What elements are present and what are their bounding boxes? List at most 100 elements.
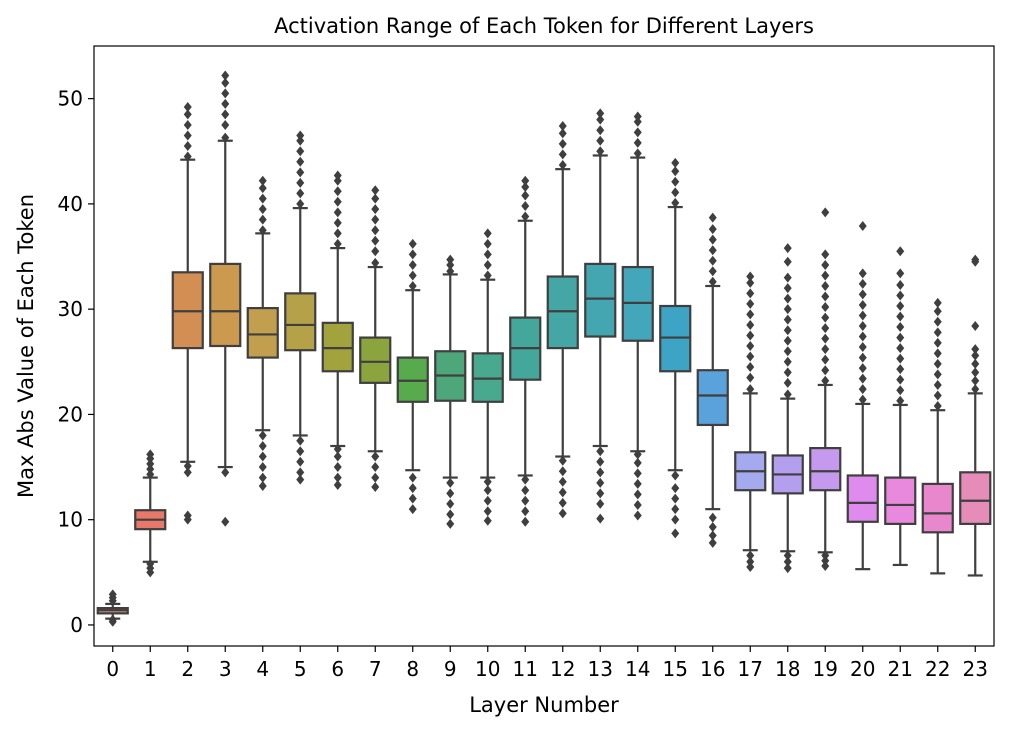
outlier-high: [858, 310, 867, 321]
y-tick-label: 0: [70, 613, 83, 637]
outlier-high: [783, 367, 792, 378]
outlier-high: [296, 146, 305, 157]
outlier-high: [746, 372, 755, 383]
outlier-low: [408, 483, 417, 494]
x-tick-label: 3: [219, 657, 232, 681]
outlier-high: [296, 198, 305, 209]
outlier-low: [258, 430, 267, 441]
outlier-low: [408, 472, 417, 483]
outlier-high: [108, 589, 117, 600]
outlier-high: [708, 266, 717, 277]
outlier-high: [258, 225, 267, 236]
outlier-high: [746, 309, 755, 320]
outlier-high: [296, 135, 305, 146]
outlier-high: [521, 175, 530, 186]
outlier-high: [633, 137, 642, 148]
outlier-high: [221, 77, 230, 88]
outlier-high: [633, 127, 642, 138]
outlier-high: [183, 119, 192, 130]
outlier-high: [633, 148, 642, 159]
outlier-high: [896, 374, 905, 385]
outlier-high: [821, 207, 830, 218]
outlier-high: [483, 228, 492, 239]
outlier-high: [371, 257, 380, 268]
x-tick-label: 1: [144, 657, 157, 681]
outlier-low: [446, 509, 455, 520]
outlier-low: [333, 472, 342, 483]
outlier-high: [221, 132, 230, 143]
outlier-low: [296, 467, 305, 478]
outlier-low: [221, 516, 230, 527]
outlier-high: [708, 245, 717, 256]
outlier-high: [933, 306, 942, 317]
outlier-low: [746, 556, 755, 567]
outlier-high: [858, 394, 867, 405]
outlier-high: [933, 369, 942, 380]
outlier-high: [783, 304, 792, 315]
outlier-low: [596, 467, 605, 478]
x-tick-label: 10: [475, 657, 500, 681]
outlier-high: [896, 311, 905, 322]
box-layer-15: [659, 157, 692, 539]
outlier-high: [146, 464, 155, 475]
outlier-low: [671, 528, 680, 539]
x-tick-label: 4: [256, 657, 269, 681]
outlier-high: [558, 128, 567, 139]
outlier-high: [783, 325, 792, 336]
outlier-high: [896, 268, 905, 279]
outlier-low: [333, 462, 342, 473]
box-iqr: [959, 471, 992, 525]
outlier-high: [783, 335, 792, 346]
outlier-low: [633, 489, 642, 500]
box-iqr: [359, 336, 392, 384]
outlier-low: [708, 522, 717, 533]
outlier-high: [896, 385, 905, 396]
outlier-high: [408, 281, 417, 291]
outlier-high: [971, 344, 980, 355]
box-layer-4: [246, 175, 279, 491]
outlier-low: [671, 493, 680, 504]
outlier-high: [258, 183, 267, 194]
outlier-low: [783, 550, 792, 561]
x-axis: 0 1 2 3 4 5 6 7 8 9 10 11 12 13 14 15 16 17 18 19 20 21 22 23: [106, 646, 988, 681]
outlier-high: [258, 204, 267, 215]
outlier-low: [821, 550, 830, 561]
outlier-high: [258, 193, 267, 204]
outlier-low: [633, 499, 642, 510]
outlier-low: [596, 488, 605, 499]
outlier-high: [446, 266, 455, 277]
outlier-high: [183, 141, 192, 151]
outlier-high: [183, 102, 192, 113]
outlier-high: [221, 119, 230, 130]
outlier-high: [896, 395, 905, 406]
outlier-low: [708, 530, 717, 541]
box-layer-22: [921, 297, 954, 575]
x-tick-label: 23: [963, 657, 988, 681]
box-layer-12: [546, 121, 579, 519]
outlier-high: [708, 255, 717, 266]
outlier-high: [746, 384, 755, 395]
outlier-high: [858, 342, 867, 353]
outlier-low: [708, 512, 717, 523]
outlier-high: [146, 458, 155, 469]
outlier-high: [821, 259, 830, 270]
box-layer-5: [284, 130, 317, 485]
outlier-high: [783, 256, 792, 267]
outlier-low: [371, 462, 380, 473]
outlier-high: [708, 212, 717, 223]
outlier-high: [146, 449, 155, 460]
outlier-high: [671, 176, 680, 187]
outlier-high: [371, 246, 380, 257]
box-iqr: [284, 292, 317, 352]
x-tick-label: 11: [513, 657, 538, 681]
outlier-low: [371, 482, 380, 493]
outlier-high: [596, 146, 605, 157]
outlier-high: [558, 121, 567, 131]
outlier-low: [333, 444, 342, 455]
x-tick-label: 20: [850, 657, 875, 681]
outlier-high: [933, 337, 942, 348]
outlier-high: [821, 365, 830, 376]
outlier-high: [971, 375, 980, 386]
box-layer-13: [584, 108, 617, 524]
outlier-high: [183, 130, 192, 141]
